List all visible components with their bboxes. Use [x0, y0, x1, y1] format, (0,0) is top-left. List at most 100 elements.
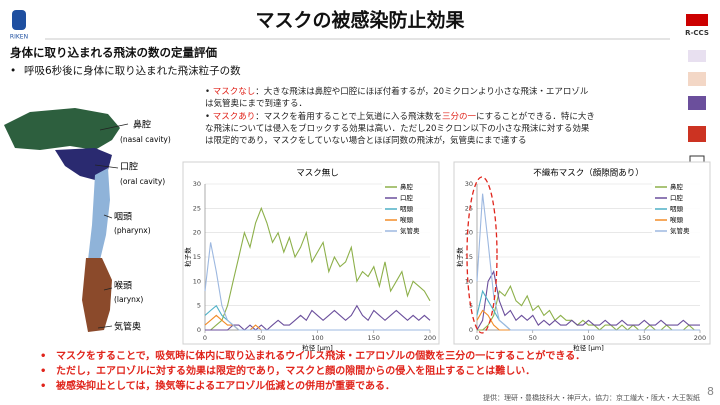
note-label: マスクなし — [212, 87, 256, 97]
x-tick-label: 100 — [582, 334, 594, 342]
pointer — [103, 214, 113, 219]
airway-model — [4, 108, 129, 332]
x-tick-label: 0 — [475, 334, 479, 342]
logo — [688, 72, 706, 86]
y-tick-label: 30 — [465, 180, 473, 188]
oral-cavity-shape — [55, 148, 112, 180]
logos: R-CCS — [685, 14, 709, 171]
logo-mark — [12, 10, 26, 30]
y-tick-label: 15 — [193, 253, 201, 261]
slide-title: マスクの被感染防止効果 — [255, 9, 464, 32]
x-tick-label: 150 — [638, 334, 650, 342]
note-label: マスクあり — [212, 112, 256, 122]
note-text: にすることができる．特に大きな飛沫については侵入をブロックする効果は高い．ただし… — [205, 112, 595, 146]
y-tick-label: 15 — [465, 253, 473, 261]
x-tick-label: 150 — [368, 334, 380, 342]
x-axis-label: 粒径 [μm] — [573, 343, 604, 352]
bullet-dot: • — [10, 65, 16, 77]
x-tick-label: 0 — [203, 334, 207, 342]
legend-label: 咽頭 — [400, 205, 414, 213]
x-tick-label: 50 — [529, 334, 537, 342]
anatomy-label-en: (pharynx) — [114, 226, 151, 235]
note-text: ：マスクを着用することで上気道に入る飛沫数を — [255, 112, 442, 122]
series-line — [477, 284, 700, 331]
page-number: 8 — [707, 385, 714, 398]
legend-box — [652, 193, 702, 204]
bullet-dot: • — [40, 351, 46, 362]
note-highlight: 三分の一 — [441, 112, 476, 122]
anatomy-label: 口腔 — [120, 161, 138, 173]
legend-box — [652, 204, 702, 215]
note: • マスクなし：大きな飛沫は鼻腔や口腔にほぼ付着するが，20ミクロンより小さな飛… — [205, 87, 589, 109]
anatomy-label: 喉頭 — [114, 280, 132, 292]
conclusion: マスクをすることで，吸気時に体内に取り込まれるウイルス飛沫・エアロゾルの個数を三… — [56, 349, 585, 362]
legend-box — [652, 215, 702, 226]
bullet-dot: • — [40, 381, 46, 392]
legend-label: 気管奥 — [670, 226, 690, 235]
legend-label: 口腔 — [400, 193, 414, 202]
pharynx-shape — [88, 168, 110, 260]
pointer — [97, 325, 113, 329]
y-tick-label: 25 — [193, 204, 201, 212]
pointer — [94, 164, 119, 169]
legend-box — [382, 182, 432, 193]
pointer — [103, 287, 113, 291]
note-text: ：大きな飛沫は鼻腔や口腔にほぼ付着するが，20ミクロンより小さな飛沫・エアロゾル… — [205, 87, 589, 109]
y-tick-label: 10 — [465, 277, 473, 285]
nasal-cavity-shape — [4, 108, 120, 150]
logo-left: RIKEN — [10, 34, 28, 41]
x-tick-label: 50 — [257, 334, 265, 342]
anatomy-label-en: (nasal cavity) — [120, 135, 171, 144]
note: • マスクあり：マスクを着用することで上気道に入る飛沫数を三分の一にすることがで… — [205, 112, 595, 146]
pointer — [99, 123, 129, 131]
series-line — [205, 206, 431, 331]
conclusion: 被感染抑止としては，換気等によるエアロゾル低減との併用が重要である． — [56, 379, 395, 392]
legend-label: 口腔 — [670, 193, 684, 202]
logo — [688, 96, 706, 110]
series-line — [476, 193, 700, 331]
y-tick-label: 20 — [465, 229, 473, 237]
legend-label: 喉頭 — [400, 215, 414, 224]
series-line — [204, 242, 430, 331]
y-tick-label: 20 — [193, 229, 201, 237]
y-tick-label: 10 — [193, 277, 201, 285]
y-axis-label: 粒子数 — [183, 247, 192, 267]
legend-box — [382, 204, 432, 215]
anatomy-label-en: (oral cavity) — [120, 177, 165, 186]
legend-box — [382, 215, 432, 226]
x-axis-label: 粒径 [μm] — [302, 343, 333, 352]
larynx-shape — [82, 258, 112, 332]
legend-box — [652, 226, 702, 237]
anatomy-label: 咽頭 — [114, 212, 132, 223]
bullet-dot: • — [40, 366, 46, 377]
logo — [688, 126, 706, 142]
x-tick-label: 200 — [694, 334, 706, 342]
y-tick-label: 0 — [197, 326, 201, 334]
legend-box — [382, 193, 432, 204]
y-axis-label: 粒子数 — [455, 247, 464, 267]
y-tick-label: 0 — [469, 326, 473, 334]
legend-label: 鼻腔 — [400, 182, 414, 191]
heading: 身体に取り込まれる飛沫の数の定量評価 — [10, 46, 217, 60]
x-tick-label: 100 — [311, 334, 323, 342]
legend-label: 咽頭 — [670, 205, 684, 213]
legend-box — [652, 182, 702, 193]
legend-label: 鼻腔 — [670, 182, 684, 191]
y-tick-label: 25 — [465, 204, 473, 212]
credit: 提供：理研・豊橋技科大・神戸大，協力：京工繊大・阪大・大王製紙 — [483, 393, 700, 402]
anatomy-label: 鼻腔 — [133, 119, 151, 131]
anatomy-label: 気管奥 — [114, 321, 141, 333]
logo — [688, 50, 706, 62]
legend-label: 喉頭 — [670, 215, 684, 224]
y-tick-label: 5 — [197, 302, 201, 310]
series-line — [205, 304, 431, 331]
anatomy-label-en: (larynx) — [114, 295, 143, 304]
conclusion: ただし，エアロゾルに対する効果は限定的であり，マスクと顔の隙間からの侵入を阻止す… — [56, 364, 535, 377]
highlight-ellipse — [466, 176, 498, 334]
logo-right: R-CCS — [685, 29, 709, 37]
logo-rccs-mark — [686, 14, 708, 26]
subpoint: 呼吸6秒後に身体に取り込まれた飛沫粒子の数 — [24, 64, 241, 77]
chart-title: マスク無し — [296, 168, 339, 179]
